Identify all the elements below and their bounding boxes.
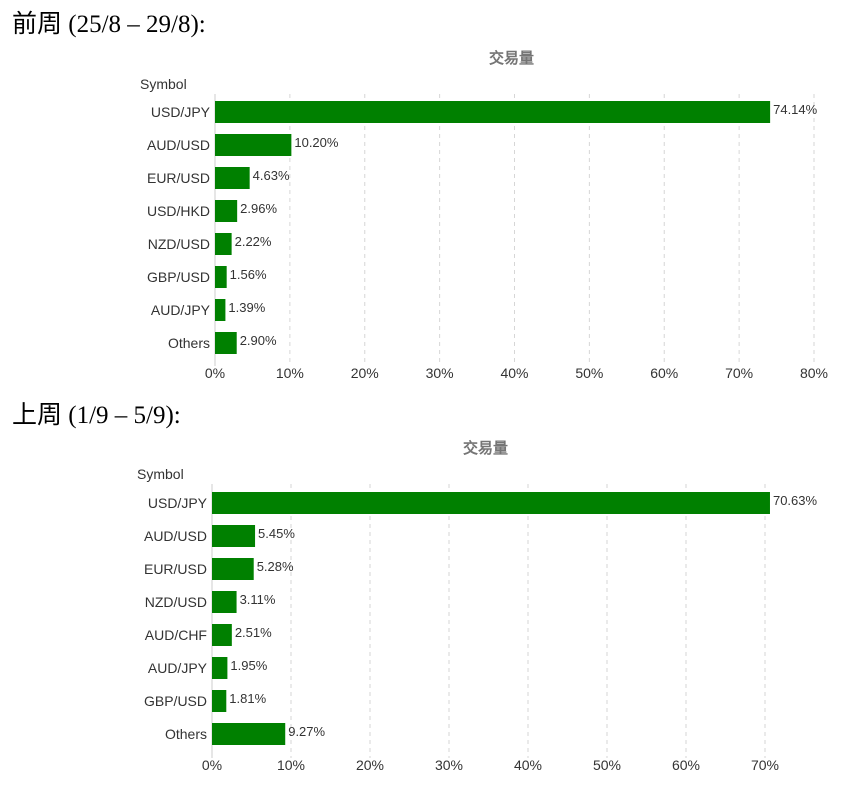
x-tick-label: 80% <box>800 365 828 381</box>
data-label: 2.51% <box>235 625 272 640</box>
data-label: 9.27% <box>288 724 325 739</box>
x-tick-label: 40% <box>500 365 528 381</box>
x-tick-label: 70% <box>751 757 779 773</box>
data-label: 2.90% <box>240 333 277 348</box>
bar <box>212 657 228 679</box>
x-tick-label: 70% <box>725 365 753 381</box>
data-label: 3.11% <box>240 592 276 607</box>
bar <box>212 690 227 712</box>
x-tick-label: 60% <box>672 757 700 773</box>
y-axis-title: Symbol <box>137 466 184 482</box>
bar <box>215 266 227 288</box>
x-tick-label: 30% <box>435 757 463 773</box>
chart-title: 交易量 <box>489 49 534 67</box>
data-label: 70.63% <box>773 493 818 508</box>
bar <box>212 591 237 613</box>
category-label: Others <box>165 726 207 742</box>
x-tick-label: 20% <box>351 365 379 381</box>
bar <box>215 167 250 189</box>
category-label: GBP/USD <box>144 693 207 709</box>
y-axis-title: Symbol <box>140 76 187 92</box>
x-tick-label: 10% <box>276 365 304 381</box>
category-label: AUD/USD <box>144 528 207 544</box>
category-label: USD/JPY <box>148 495 208 511</box>
x-tick-label: 20% <box>356 757 384 773</box>
data-label: 4.63% <box>253 168 290 183</box>
bar <box>212 525 256 547</box>
category-label: EUR/USD <box>144 561 207 577</box>
x-tick-label: 50% <box>593 757 621 773</box>
x-tick-label: 30% <box>426 365 454 381</box>
category-label: Others <box>168 335 210 351</box>
category-label: GBP/USD <box>147 269 210 285</box>
data-label: 5.45% <box>258 526 295 541</box>
bar <box>215 101 771 123</box>
category-label: AUD/CHF <box>145 627 207 643</box>
data-label: 1.95% <box>230 658 267 673</box>
bar <box>215 200 238 222</box>
x-tick-label: 10% <box>277 757 305 773</box>
x-tick-label: 60% <box>650 365 678 381</box>
x-tick-label: 0% <box>202 757 222 773</box>
data-label: 1.81% <box>229 691 266 706</box>
x-tick-label: 40% <box>514 757 542 773</box>
x-tick-label: 50% <box>575 365 603 381</box>
week-2-heading: 上周 (1/9 – 5/9): <box>12 402 181 429</box>
bar <box>212 492 770 514</box>
bar <box>212 624 232 646</box>
data-label: 2.22% <box>235 234 272 249</box>
data-label: 74.14% <box>773 102 818 117</box>
x-tick-label: 0% <box>205 365 225 381</box>
week-1-heading: 前周 (25/8 – 29/8): <box>12 11 206 38</box>
week-1-volume-chart: 0% 10% 20% 30% 40% 50% 60% 70% 80% 交易量 Symbol USD/J… <box>140 49 828 381</box>
category-label: AUD/JPY <box>151 302 211 318</box>
category-label: EUR/USD <box>147 170 210 186</box>
category-label: AUD/JPY <box>148 660 208 676</box>
bar <box>215 134 292 156</box>
bar <box>215 233 232 255</box>
data-label: 10.20% <box>294 135 339 150</box>
bar <box>212 723 286 745</box>
category-label: NZD/USD <box>148 236 210 252</box>
week-2-volume-chart: 0% 10% 20% 30% 40% 50% 60% 70% 交易量 Symbol USD/JPY 7… <box>137 439 818 773</box>
data-label: 1.39% <box>228 300 265 315</box>
data-label: 1.56% <box>230 267 267 282</box>
bar <box>215 299 226 321</box>
bar <box>215 332 237 354</box>
chart-title: 交易量 <box>463 439 508 457</box>
category-label: USD/HKD <box>147 203 210 219</box>
category-label: AUD/USD <box>147 137 210 153</box>
category-label: USD/JPY <box>151 104 211 120</box>
data-label: 2.96% <box>240 201 277 216</box>
bar <box>212 558 254 580</box>
data-label: 5.28% <box>257 559 294 574</box>
category-label: NZD/USD <box>145 594 207 610</box>
